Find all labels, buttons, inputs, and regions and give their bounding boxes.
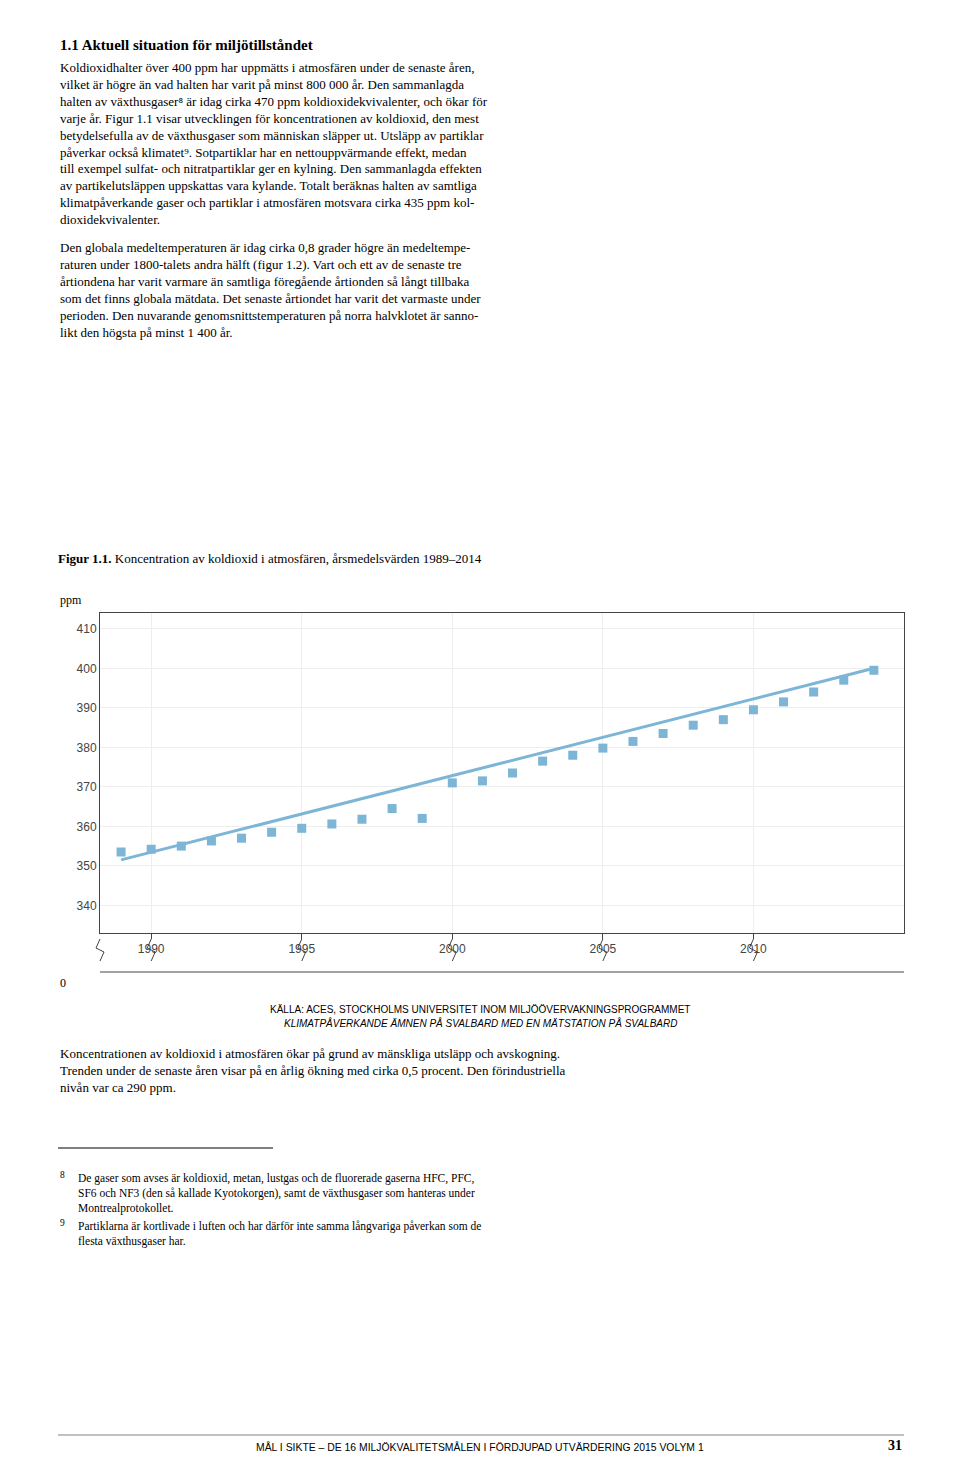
svg-text:Den globala medeltemperaturen: Den globala medeltemperaturen är idag ci… <box>60 240 481 340</box>
svg-text:390: 390 <box>77 701 97 715</box>
svg-text:KLIMATPÅVERKANDE ÄMNEN PÅ SVAL: KLIMATPÅVERKANDE ÄMNEN PÅ SVALBARD MED E… <box>284 1017 677 1029</box>
svg-text:Koldioxidhalter över 400 ppm h: Koldioxidhalter över 400 ppm har uppmätt… <box>60 60 488 227</box>
svg-text:Partiklarna är kortlivade i lu: Partiklarna är kortlivade i luften och h… <box>78 1220 481 1248</box>
svg-text:410: 410 <box>77 622 97 636</box>
svg-text:0: 0 <box>60 976 66 990</box>
svg-text:1990: 1990 <box>138 942 165 956</box>
svg-text:350: 350 <box>77 859 97 873</box>
svg-text:2000: 2000 <box>439 942 466 956</box>
svg-text:31: 31 <box>888 1438 902 1453</box>
svg-text:ppm: ppm <box>60 593 82 607</box>
svg-text:2005: 2005 <box>590 942 617 956</box>
svg-text:KÄLLA: ACES, STOCKHOLMS UNIVER: KÄLLA: ACES, STOCKHOLMS UNIVERSITET INOM… <box>270 1004 690 1015</box>
svg-text:1.1 Aktuell situation för milj: 1.1 Aktuell situation för miljötillstånd… <box>60 37 313 53</box>
svg-text:340: 340 <box>77 899 97 913</box>
svg-text:2010: 2010 <box>740 942 767 956</box>
svg-text:Figur 1.1. Koncentration av ko: Figur 1.1. Koncentration av koldioxid i … <box>58 551 482 566</box>
svg-text:9: 9 <box>60 1218 65 1228</box>
svg-text:MÅL I SIKTE – DE 16 MILJÖKVALI: MÅL I SIKTE – DE 16 MILJÖKVALITETSMÅLEN … <box>256 1441 704 1453</box>
svg-text:400: 400 <box>77 662 97 676</box>
svg-text:370: 370 <box>77 780 97 794</box>
svg-text:8: 8 <box>60 1170 65 1180</box>
svg-text:Koncentrationen av koldioxid i: Koncentrationen av koldioxid i atmosfäre… <box>60 1046 566 1095</box>
svg-text:360: 360 <box>77 820 97 834</box>
svg-text:De gaser som avses är koldioxi: De gaser som avses är koldioxid, metan, … <box>78 1172 475 1215</box>
svg-text:380: 380 <box>77 741 97 755</box>
svg-text:1995: 1995 <box>288 942 315 956</box>
